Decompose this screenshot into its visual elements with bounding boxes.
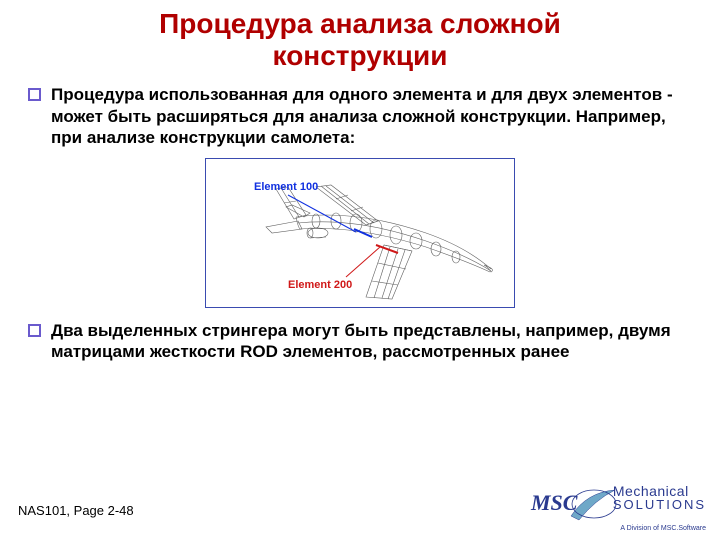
msc-logo: MSC Mechanical SOLUTIONS A Division of M… (531, 484, 706, 532)
element-100-label: Element 100 (254, 181, 318, 193)
logo-mechanical-block: Mechanical SOLUTIONS (613, 484, 706, 511)
bullet-marker-icon (28, 324, 41, 337)
title-line-1: Процедура анализа сложной (159, 8, 561, 39)
page-footer-ref: NAS101, Page 2-48 (18, 503, 134, 518)
figure-container: Element 100 Element 200 (28, 158, 692, 308)
bullet-text: Два выделенных стрингера могут быть пред… (51, 320, 692, 363)
bullet-list: Процедура использованная для одного элем… (0, 72, 720, 362)
logo-subtitle: A Division of MSC.Software (620, 525, 706, 532)
element-200-highlight (376, 245, 398, 253)
aircraft-wireframe-svg (206, 159, 516, 309)
element-200-pointer (346, 247, 380, 277)
bullet-text: Процедура использованная для одного элем… (51, 84, 692, 148)
bullet-item: Процедура использованная для одного элем… (28, 84, 692, 148)
logo-line-mechanical: Mechanical (613, 484, 706, 498)
bullet-item: Два выделенных стрингера могут быть пред… (28, 320, 692, 363)
slide-title: Процедура анализа сложной конструкции (0, 0, 720, 72)
bullet-marker-icon (28, 88, 41, 101)
title-line-2: конструкции (273, 40, 448, 71)
logo-line-solutions: SOLUTIONS (613, 498, 706, 511)
aircraft-wireframe-figure: Element 100 Element 200 (205, 158, 515, 308)
logo-swoosh-icon (569, 486, 619, 522)
element-200-label: Element 200 (288, 279, 352, 291)
